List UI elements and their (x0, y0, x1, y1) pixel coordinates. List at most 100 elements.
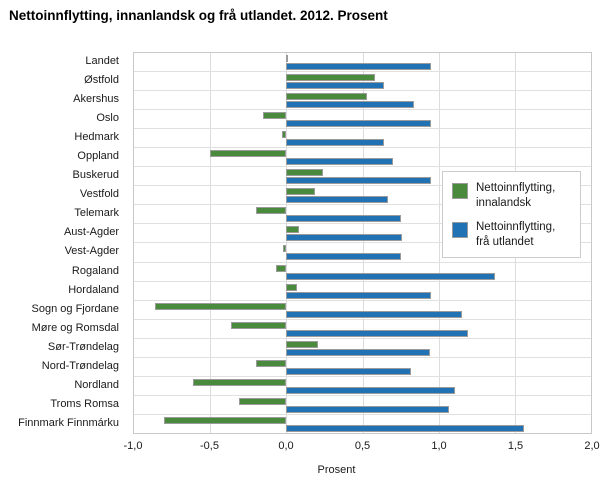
bar-row (134, 301, 591, 320)
bar-fra-utlandet (286, 291, 432, 299)
bar-fra-utlandet (286, 158, 393, 166)
bar-row (134, 72, 591, 92)
bar-fra-utlandet (286, 253, 401, 261)
legend-entry-innalandsk: Nettoinnflytting, innalandsk (452, 181, 572, 211)
bar-innalandsk (263, 112, 287, 120)
bar-innalandsk (286, 169, 323, 177)
bar-row (134, 91, 591, 111)
bar-row (134, 224, 591, 244)
legend: Nettoinnflytting, innalandsk Nettoinnfly… (442, 171, 581, 258)
category-label: Østfold (84, 74, 119, 87)
bar-innalandsk (286, 55, 289, 62)
category-label: Finnmark Finnmárku (18, 416, 119, 429)
x-tick-label: 0,0 (278, 440, 294, 452)
legend-swatch-fra-utlandet-icon (452, 221, 468, 238)
category-label: Hordaland (68, 283, 119, 296)
bar-innalandsk (286, 188, 316, 196)
legend-label-innalandsk: Nettoinnflytting, innalandsk (476, 182, 556, 209)
bar-fra-utlandet (286, 101, 415, 109)
bar-row (134, 167, 591, 187)
bar-innalandsk (210, 150, 287, 158)
bar-row (134, 358, 591, 377)
legend-entry-fra-utlandet: Nettoinnflytting, frå utlandet (452, 220, 572, 250)
x-tick-label: -0,5 (200, 440, 219, 452)
category-label: Rogaland (71, 264, 119, 277)
bar-row (134, 186, 591, 206)
bar-innalandsk (286, 226, 299, 234)
bar-innalandsk (281, 131, 287, 139)
bar-row (134, 243, 591, 263)
category-label: Nordland (74, 378, 119, 391)
category-label: Sør-Trøndelag (47, 340, 119, 353)
x-tick-label: -1,0 (123, 440, 143, 452)
bar-row (134, 53, 591, 73)
bar-innalandsk (255, 359, 287, 367)
bar-rows (134, 53, 591, 433)
bar-row (134, 320, 591, 339)
category-label: Landet (85, 55, 119, 67)
bar-fra-utlandet (286, 234, 403, 242)
bar-innalandsk (231, 321, 287, 329)
category-label: Møre og Romsdal (31, 321, 119, 334)
bar-innalandsk (286, 74, 375, 82)
category-label: Buskerud (72, 169, 119, 182)
bar-row (134, 263, 591, 282)
bar-innalandsk (286, 93, 368, 101)
legend-swatch-innalandsk-icon (452, 183, 468, 199)
bar-innalandsk (255, 207, 287, 215)
x-tick-label: 0,5 (354, 440, 371, 452)
bar-fra-utlandet (286, 196, 389, 204)
legend-label-fra-utlandet: Nettoinnflytting, frå utlandet (476, 220, 556, 248)
bar-innalandsk (155, 302, 287, 310)
chart-title: Nettoinnflytting, innanlandsk og frå utl… (9, 8, 388, 23)
bar-fra-utlandet (286, 139, 384, 147)
category-label: Telemark (74, 207, 119, 220)
bar-fra-utlandet (286, 272, 496, 280)
category-label: Vest-Agder (64, 245, 119, 258)
bar-innalandsk (286, 340, 319, 348)
category-label: Aust-Agder (63, 226, 119, 239)
bar-row (134, 129, 591, 149)
bar-innalandsk (275, 264, 287, 272)
x-tick-label: 1,5 (507, 440, 524, 452)
bar-innalandsk (283, 245, 287, 253)
bar-row (134, 205, 591, 225)
category-label: Akershus (73, 93, 119, 106)
bar-row (134, 377, 591, 396)
category-label: Oppland (77, 150, 119, 163)
category-label: Nord-Trøndelag (41, 359, 119, 372)
bar-fra-utlandet (286, 367, 412, 375)
category-label: Troms Romsa (50, 397, 119, 410)
bar-fra-utlandet (286, 348, 430, 356)
bar-fra-utlandet (286, 405, 450, 413)
x-axis-ticks: -1,0 -0,5 0,0 0,5 1,0 1,5 2,0 (124, 440, 600, 454)
x-axis-label: Prosent (317, 464, 356, 476)
bar-row (134, 396, 591, 415)
bar-row (134, 415, 591, 434)
bar-innalandsk (164, 416, 287, 424)
bar-row (134, 282, 591, 301)
category-label: Oslo (96, 112, 119, 125)
bar-fra-utlandet (286, 82, 384, 90)
bar-fra-utlandet (286, 120, 432, 128)
x-tick-label: 1,0 (431, 440, 447, 452)
plot-area: Nettoinnflytting, innalandsk Nettoinnfly… (133, 52, 592, 434)
category-label: Hedmark (74, 131, 119, 144)
x-tick-label: 2,0 (584, 440, 600, 452)
bar-fra-utlandet (286, 177, 432, 185)
bar-fra-utlandet (286, 386, 456, 394)
bar-row (134, 148, 591, 168)
bar-fra-utlandet (286, 215, 401, 223)
bar-row (134, 339, 591, 358)
bar-innalandsk (239, 397, 287, 405)
bar-innalandsk (193, 378, 287, 386)
bar-innalandsk (286, 283, 297, 291)
category-label: Vestfold (79, 188, 119, 201)
bar-fra-utlandet (286, 329, 468, 337)
bar-row (134, 110, 591, 130)
category-labels: Landet Østfold Akershus Oslo Hedmark Oppland B… (0, 52, 126, 434)
bar-fra-utlandet (286, 310, 462, 318)
category-label: Sogn og Fjordane (31, 302, 119, 315)
bar-fra-utlandet (286, 63, 432, 70)
bar-fra-utlandet (286, 424, 524, 432)
